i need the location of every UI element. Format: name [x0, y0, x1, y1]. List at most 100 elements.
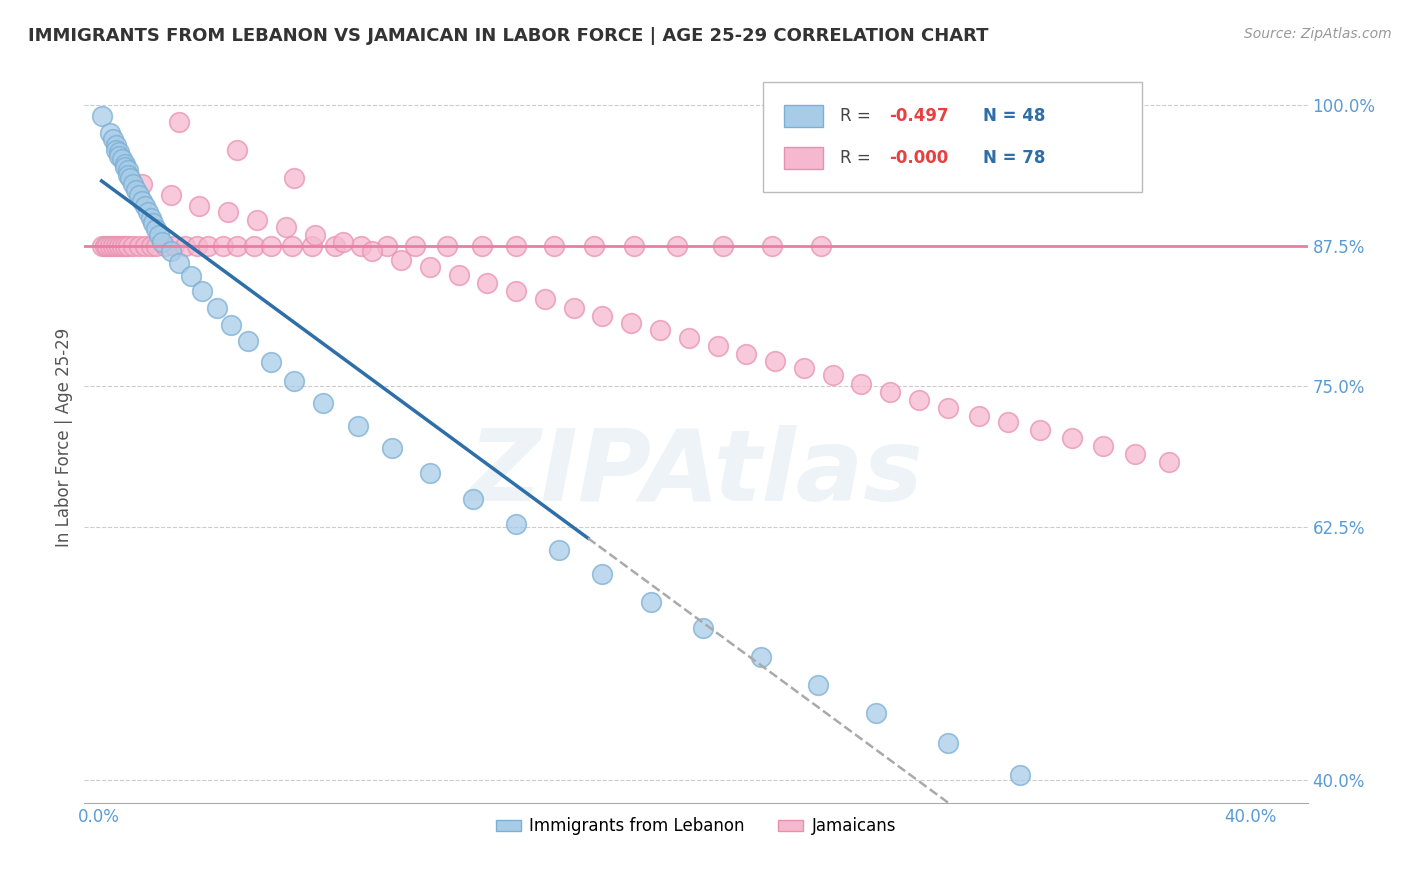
Point: [128, 188, 150, 202]
Point: [169, 255, 191, 269]
Bar: [785, 146, 823, 169]
Point: [623, 239, 645, 253]
Point: [114, 160, 136, 174]
Point: [562, 301, 585, 315]
Point: [139, 211, 162, 225]
Point: [134, 239, 156, 253]
Text: N = 78: N = 78: [983, 149, 1046, 167]
Point: [105, 137, 128, 152]
Point: [735, 347, 758, 361]
Point: [1008, 767, 1031, 781]
Point: [105, 239, 128, 253]
Text: R =: R =: [841, 149, 876, 167]
Point: [1092, 439, 1115, 453]
Point: [591, 309, 613, 323]
Point: [620, 317, 643, 331]
Point: [169, 115, 191, 129]
Point: [243, 239, 266, 253]
Point: [332, 235, 354, 250]
Point: [117, 168, 139, 182]
Point: [142, 216, 165, 230]
Point: [865, 706, 887, 720]
Point: [98, 126, 121, 140]
Point: [470, 239, 492, 253]
Point: [93, 239, 115, 253]
Point: [159, 188, 181, 202]
Point: [706, 339, 728, 353]
Point: [217, 205, 239, 219]
Point: [145, 222, 167, 236]
FancyBboxPatch shape: [763, 82, 1143, 192]
Point: [312, 396, 335, 410]
Point: [101, 239, 124, 253]
Text: N = 48: N = 48: [983, 107, 1046, 125]
Point: [114, 156, 136, 170]
Point: [246, 213, 269, 227]
Point: [191, 284, 214, 298]
Point: [197, 239, 219, 253]
Point: [90, 109, 112, 123]
Point: [582, 239, 605, 253]
Point: [274, 219, 297, 234]
Point: [936, 401, 959, 415]
Point: [301, 239, 323, 253]
Point: [162, 239, 184, 253]
Point: [1159, 455, 1181, 469]
Point: [419, 466, 441, 480]
Point: [225, 143, 247, 157]
Point: [763, 353, 786, 368]
Point: [153, 239, 176, 253]
Point: [1123, 447, 1146, 461]
Point: [117, 239, 139, 253]
Point: [136, 205, 159, 219]
Point: [108, 239, 131, 253]
Point: [477, 276, 499, 290]
Point: [851, 377, 873, 392]
Point: [98, 239, 121, 253]
Point: [131, 194, 153, 208]
Point: [96, 239, 118, 253]
Point: [280, 239, 302, 253]
Point: [101, 132, 124, 146]
Point: [793, 361, 815, 376]
Point: [969, 409, 991, 423]
Point: [205, 301, 228, 315]
Point: [879, 385, 901, 400]
Point: [283, 374, 305, 388]
Point: [105, 143, 128, 157]
Point: [211, 239, 233, 253]
Point: [260, 239, 283, 253]
Text: R =: R =: [841, 107, 876, 125]
Point: [238, 334, 260, 349]
Point: [350, 239, 373, 253]
Point: [447, 268, 470, 282]
Point: [134, 199, 156, 213]
Point: [150, 235, 173, 250]
Point: [128, 239, 150, 253]
Point: [188, 199, 211, 213]
Point: [186, 239, 208, 253]
Point: [461, 491, 484, 506]
Point: [120, 171, 142, 186]
Text: -0.497: -0.497: [889, 107, 949, 125]
Point: [821, 368, 844, 383]
Point: [346, 418, 368, 433]
Point: [749, 649, 772, 664]
Point: [908, 392, 931, 407]
Point: [125, 182, 148, 196]
Point: [543, 239, 565, 253]
Point: [381, 442, 404, 456]
Point: [114, 239, 136, 253]
Point: [111, 152, 134, 166]
Point: [810, 239, 832, 253]
Point: [139, 239, 162, 253]
Point: [1029, 423, 1052, 437]
Point: [148, 227, 170, 242]
Point: [375, 239, 398, 253]
Point: [419, 260, 441, 275]
Point: [260, 354, 283, 368]
Point: [548, 542, 571, 557]
Point: [108, 145, 131, 160]
Y-axis label: In Labor Force | Age 25-29: In Labor Force | Age 25-29: [55, 327, 73, 547]
Point: [692, 621, 714, 635]
